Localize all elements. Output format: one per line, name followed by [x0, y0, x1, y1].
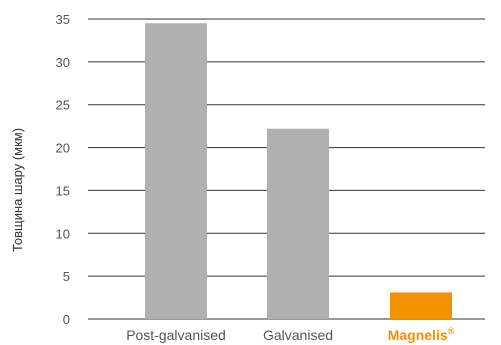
- bar-magnelis: [390, 292, 452, 319]
- bars: [145, 23, 452, 320]
- y-tick-label: 25: [56, 98, 70, 113]
- x-tick-labels: Post-galvanised Galvanised Magnelis®: [126, 326, 454, 343]
- x-tick-label: Magnelis®: [388, 326, 455, 343]
- y-tick-label: 35: [56, 12, 70, 27]
- y-tick-label: 10: [56, 226, 70, 241]
- y-tick-labels: 0 5 10 15 20 25 30 35: [56, 12, 70, 327]
- x-tick-label: Galvanised: [263, 327, 333, 343]
- bar-post-galvanised: [145, 23, 207, 320]
- y-tick-label: 0: [63, 312, 70, 327]
- y-axis-label: Товщина шару (мкм): [10, 128, 25, 252]
- x-tick-label: Post-galvanised: [126, 327, 226, 343]
- y-tick-label: 5: [63, 269, 70, 284]
- bar-galvanised: [267, 128, 329, 319]
- registered-mark: ®: [448, 326, 455, 336]
- y-tick-label: 30: [56, 55, 70, 70]
- y-tick-label: 20: [56, 141, 70, 156]
- y-tick-label: 15: [56, 183, 70, 198]
